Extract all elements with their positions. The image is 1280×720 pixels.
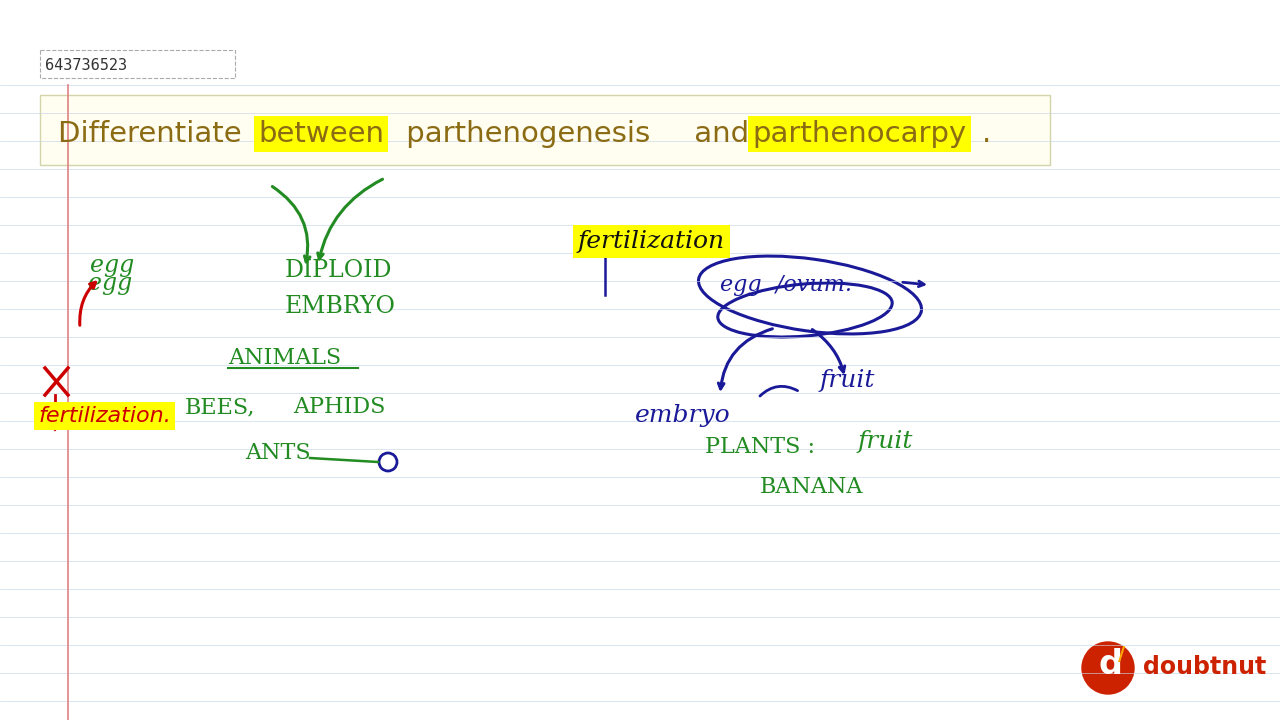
Text: fruit: fruit <box>820 369 876 392</box>
Text: fertilization.: fertilization. <box>38 406 170 426</box>
Text: 643736523: 643736523 <box>45 58 127 73</box>
FancyBboxPatch shape <box>40 50 236 78</box>
Text: egg  /ovum.: egg /ovum. <box>719 274 852 296</box>
Text: .: . <box>982 120 991 148</box>
Text: /: / <box>1117 645 1125 664</box>
Text: embryo: embryo <box>635 404 731 427</box>
Text: BANANA: BANANA <box>760 476 864 498</box>
Text: APHIDS: APHIDS <box>293 396 385 418</box>
Text: ANIMALS: ANIMALS <box>228 347 342 369</box>
Text: d: d <box>1100 648 1123 681</box>
Text: EMBRYO: EMBRYO <box>285 295 396 318</box>
Text: doubtnut: doubtnut <box>1143 655 1266 679</box>
Text: parthenogenesis: parthenogenesis <box>397 120 650 148</box>
Text: and: and <box>685 120 758 148</box>
Text: egg: egg <box>88 272 132 295</box>
Text: egg: egg <box>90 254 134 277</box>
Text: Differentiate: Differentiate <box>58 120 251 148</box>
Text: PLANTS :: PLANTS : <box>705 436 815 458</box>
Text: ANTS: ANTS <box>244 442 311 464</box>
Text: fertilization: fertilization <box>579 230 726 253</box>
FancyBboxPatch shape <box>40 95 1050 165</box>
Text: between: between <box>259 120 384 148</box>
Text: parthenocarpy: parthenocarpy <box>753 120 966 148</box>
Text: BEES,: BEES, <box>186 396 256 418</box>
Circle shape <box>1082 642 1134 694</box>
Text: fruit: fruit <box>858 430 914 453</box>
Text: DIPLOID: DIPLOID <box>285 259 393 282</box>
